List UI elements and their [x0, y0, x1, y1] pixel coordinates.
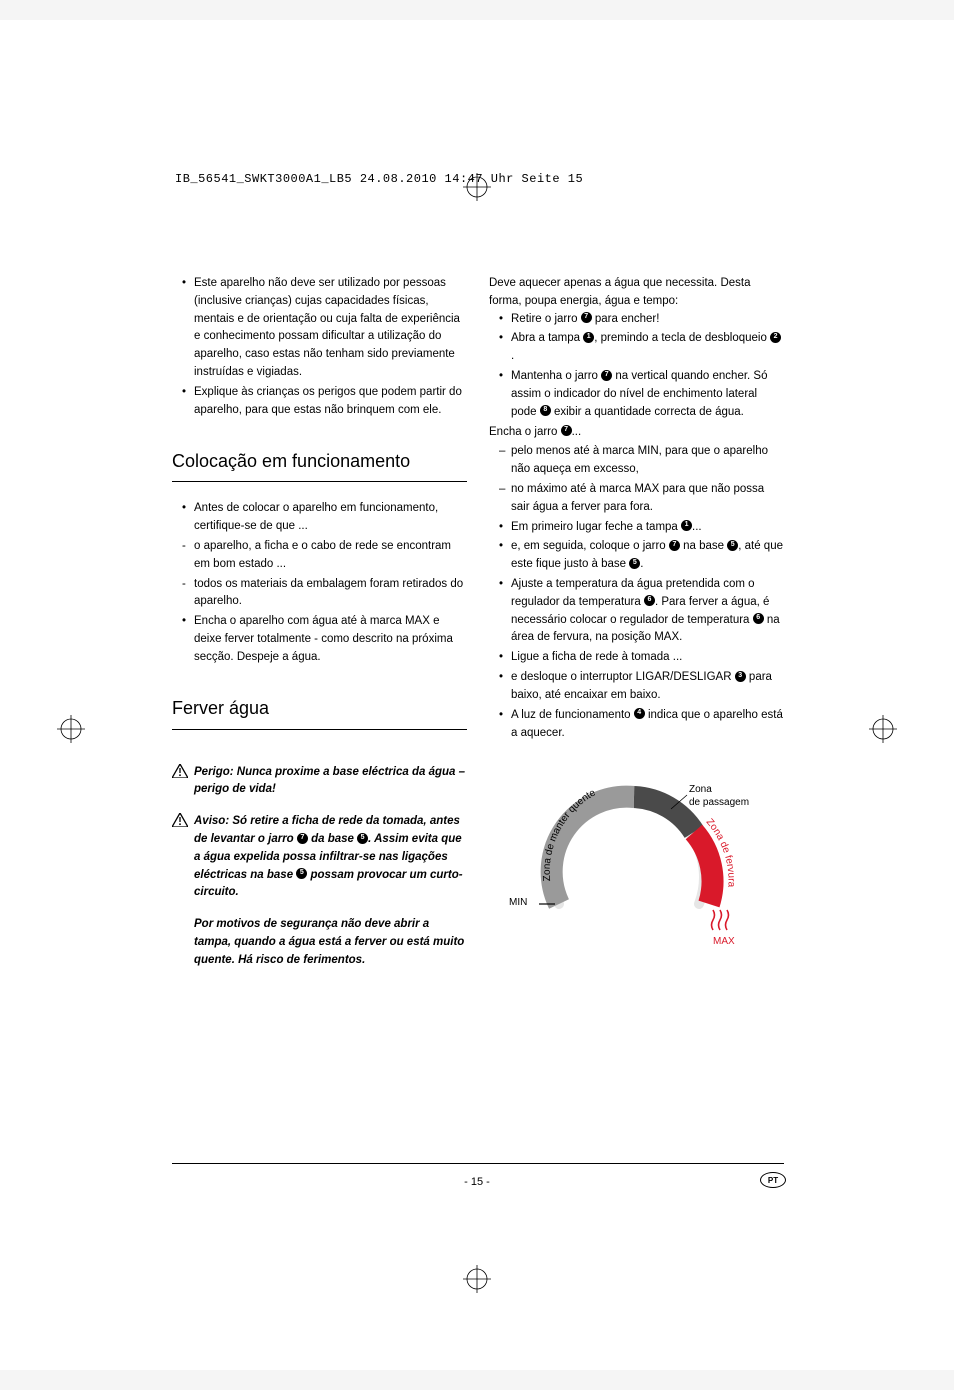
warning-icon	[172, 813, 188, 834]
reference-number-icon: 7	[561, 425, 572, 436]
crop-mark-right	[869, 715, 897, 748]
list-item: Abra a tampa 1, premindo a tecla de desb…	[489, 330, 784, 366]
list-item: Em primeiro lugar feche a tampa 1...	[489, 519, 784, 537]
crop-mark-bottom	[463, 1265, 491, 1298]
list-item: Retire o jarro 7 para encher!	[489, 311, 784, 329]
reference-number-icon: 3	[735, 671, 746, 682]
notice-text: Aviso: Só retire a ficha de rede da toma…	[194, 815, 463, 898]
footer-divider	[172, 1163, 784, 1164]
crop-mark-left	[57, 715, 85, 748]
reference-number-icon: 2	[770, 332, 781, 343]
reference-number-icon: 5	[629, 558, 640, 569]
list-item: pelo menos até à marca MIN, para que o a…	[489, 443, 784, 479]
section-heading-boil: Ferver água	[172, 695, 467, 730]
procedure-list-1: Retire o jarro 7 para encher!Abra a tamp…	[489, 311, 784, 422]
crop-mark-top	[463, 173, 491, 206]
warning-icon	[172, 764, 188, 785]
language-badge: PT	[760, 1172, 786, 1188]
page-number: - 15 -	[464, 1176, 490, 1188]
list-item: •Encha o aparelho com água até à marca M…	[172, 613, 467, 666]
list-item: Explique às crianças os perigos que pode…	[172, 384, 467, 420]
list-item: Este aparelho não deve ser utilizado por…	[172, 275, 467, 382]
danger-text: Perigo: Nunca proxime a base eléctrica d…	[194, 766, 465, 796]
reference-number-icon: 7	[669, 540, 680, 551]
gauge-min-label: MIN	[509, 895, 527, 911]
reference-number-icon: 7	[581, 312, 592, 323]
notice-warning: Aviso: Só retire a ficha de rede da toma…	[172, 813, 467, 902]
header-print-line: IB_56541_SWKT3000A1_LB5 24.08.2010 14:47…	[175, 172, 583, 186]
fill-jar-line: Encha o jarro 7...	[489, 424, 784, 442]
list-item: e desloque o interruptor LIGAR/DESLIGAR …	[489, 669, 784, 705]
safety-paragraph: Por motivos de segurança não deve abrir …	[172, 916, 467, 969]
reference-number-icon: 6	[644, 595, 655, 606]
list-item: no máximo até à marca MAX para que não p…	[489, 481, 784, 517]
safety-text: Por motivos de segurança não deve abrir …	[194, 918, 464, 966]
min-max-list: pelo menos até à marca MIN, para que o a…	[489, 443, 784, 516]
reference-number-icon: 5	[357, 833, 368, 844]
reference-number-icon: 8	[540, 405, 551, 416]
section-heading-setup: Colocação em funcionamento	[172, 448, 467, 483]
right-column: Deve aquecer apenas a água que necessita…	[489, 275, 784, 984]
temperature-gauge-diagram: Zona de manter quente Zona de fervura MI…	[489, 762, 769, 972]
setup-list: •Antes de colocar o aparelho em funciona…	[172, 500, 467, 666]
reference-number-icon: 1	[583, 332, 594, 343]
reference-number-icon: 4	[634, 708, 645, 719]
list-item: Ligue a ficha de rede à tomada ...	[489, 649, 784, 667]
list-item: -o aparelho, a ficha e o cabo de rede se…	[172, 538, 467, 574]
reference-number-icon: 7	[601, 370, 612, 381]
procedure-list-2: Em primeiro lugar feche a tampa 1...e, e…	[489, 519, 784, 743]
reference-number-icon: 7	[297, 833, 308, 844]
reference-number-icon: 5	[727, 540, 738, 551]
left-column: Este aparelho não deve ser utilizado por…	[172, 275, 467, 984]
body-content: Este aparelho não deve ser utilizado por…	[172, 275, 784, 984]
list-item: Ajuste a temperatura da água pretendida …	[489, 576, 784, 647]
reference-number-icon: 5	[296, 868, 307, 879]
list-item: A luz de funcionamento 4 indica que o ap…	[489, 707, 784, 743]
list-item: Mantenha o jarro 7 na vertical quando en…	[489, 368, 784, 421]
gauge-max-label: MAX	[713, 934, 735, 950]
right-intro-text: Deve aquecer apenas a água que necessita…	[489, 275, 784, 311]
list-item: e, em seguida, coloque o jarro 7 na base…	[489, 538, 784, 574]
list-item: -todos os materiais da embalagem foram r…	[172, 576, 467, 612]
gauge-pass-label-2: de passagem	[689, 795, 749, 811]
intro-bullet-list: Este aparelho não deve ser utilizado por…	[172, 275, 467, 420]
list-item: •Antes de colocar o aparelho em funciona…	[172, 500, 467, 536]
reference-number-icon: 6	[753, 613, 764, 624]
danger-warning: Perigo: Nunca proxime a base eléctrica d…	[172, 764, 467, 800]
reference-number-icon: 1	[681, 520, 692, 531]
